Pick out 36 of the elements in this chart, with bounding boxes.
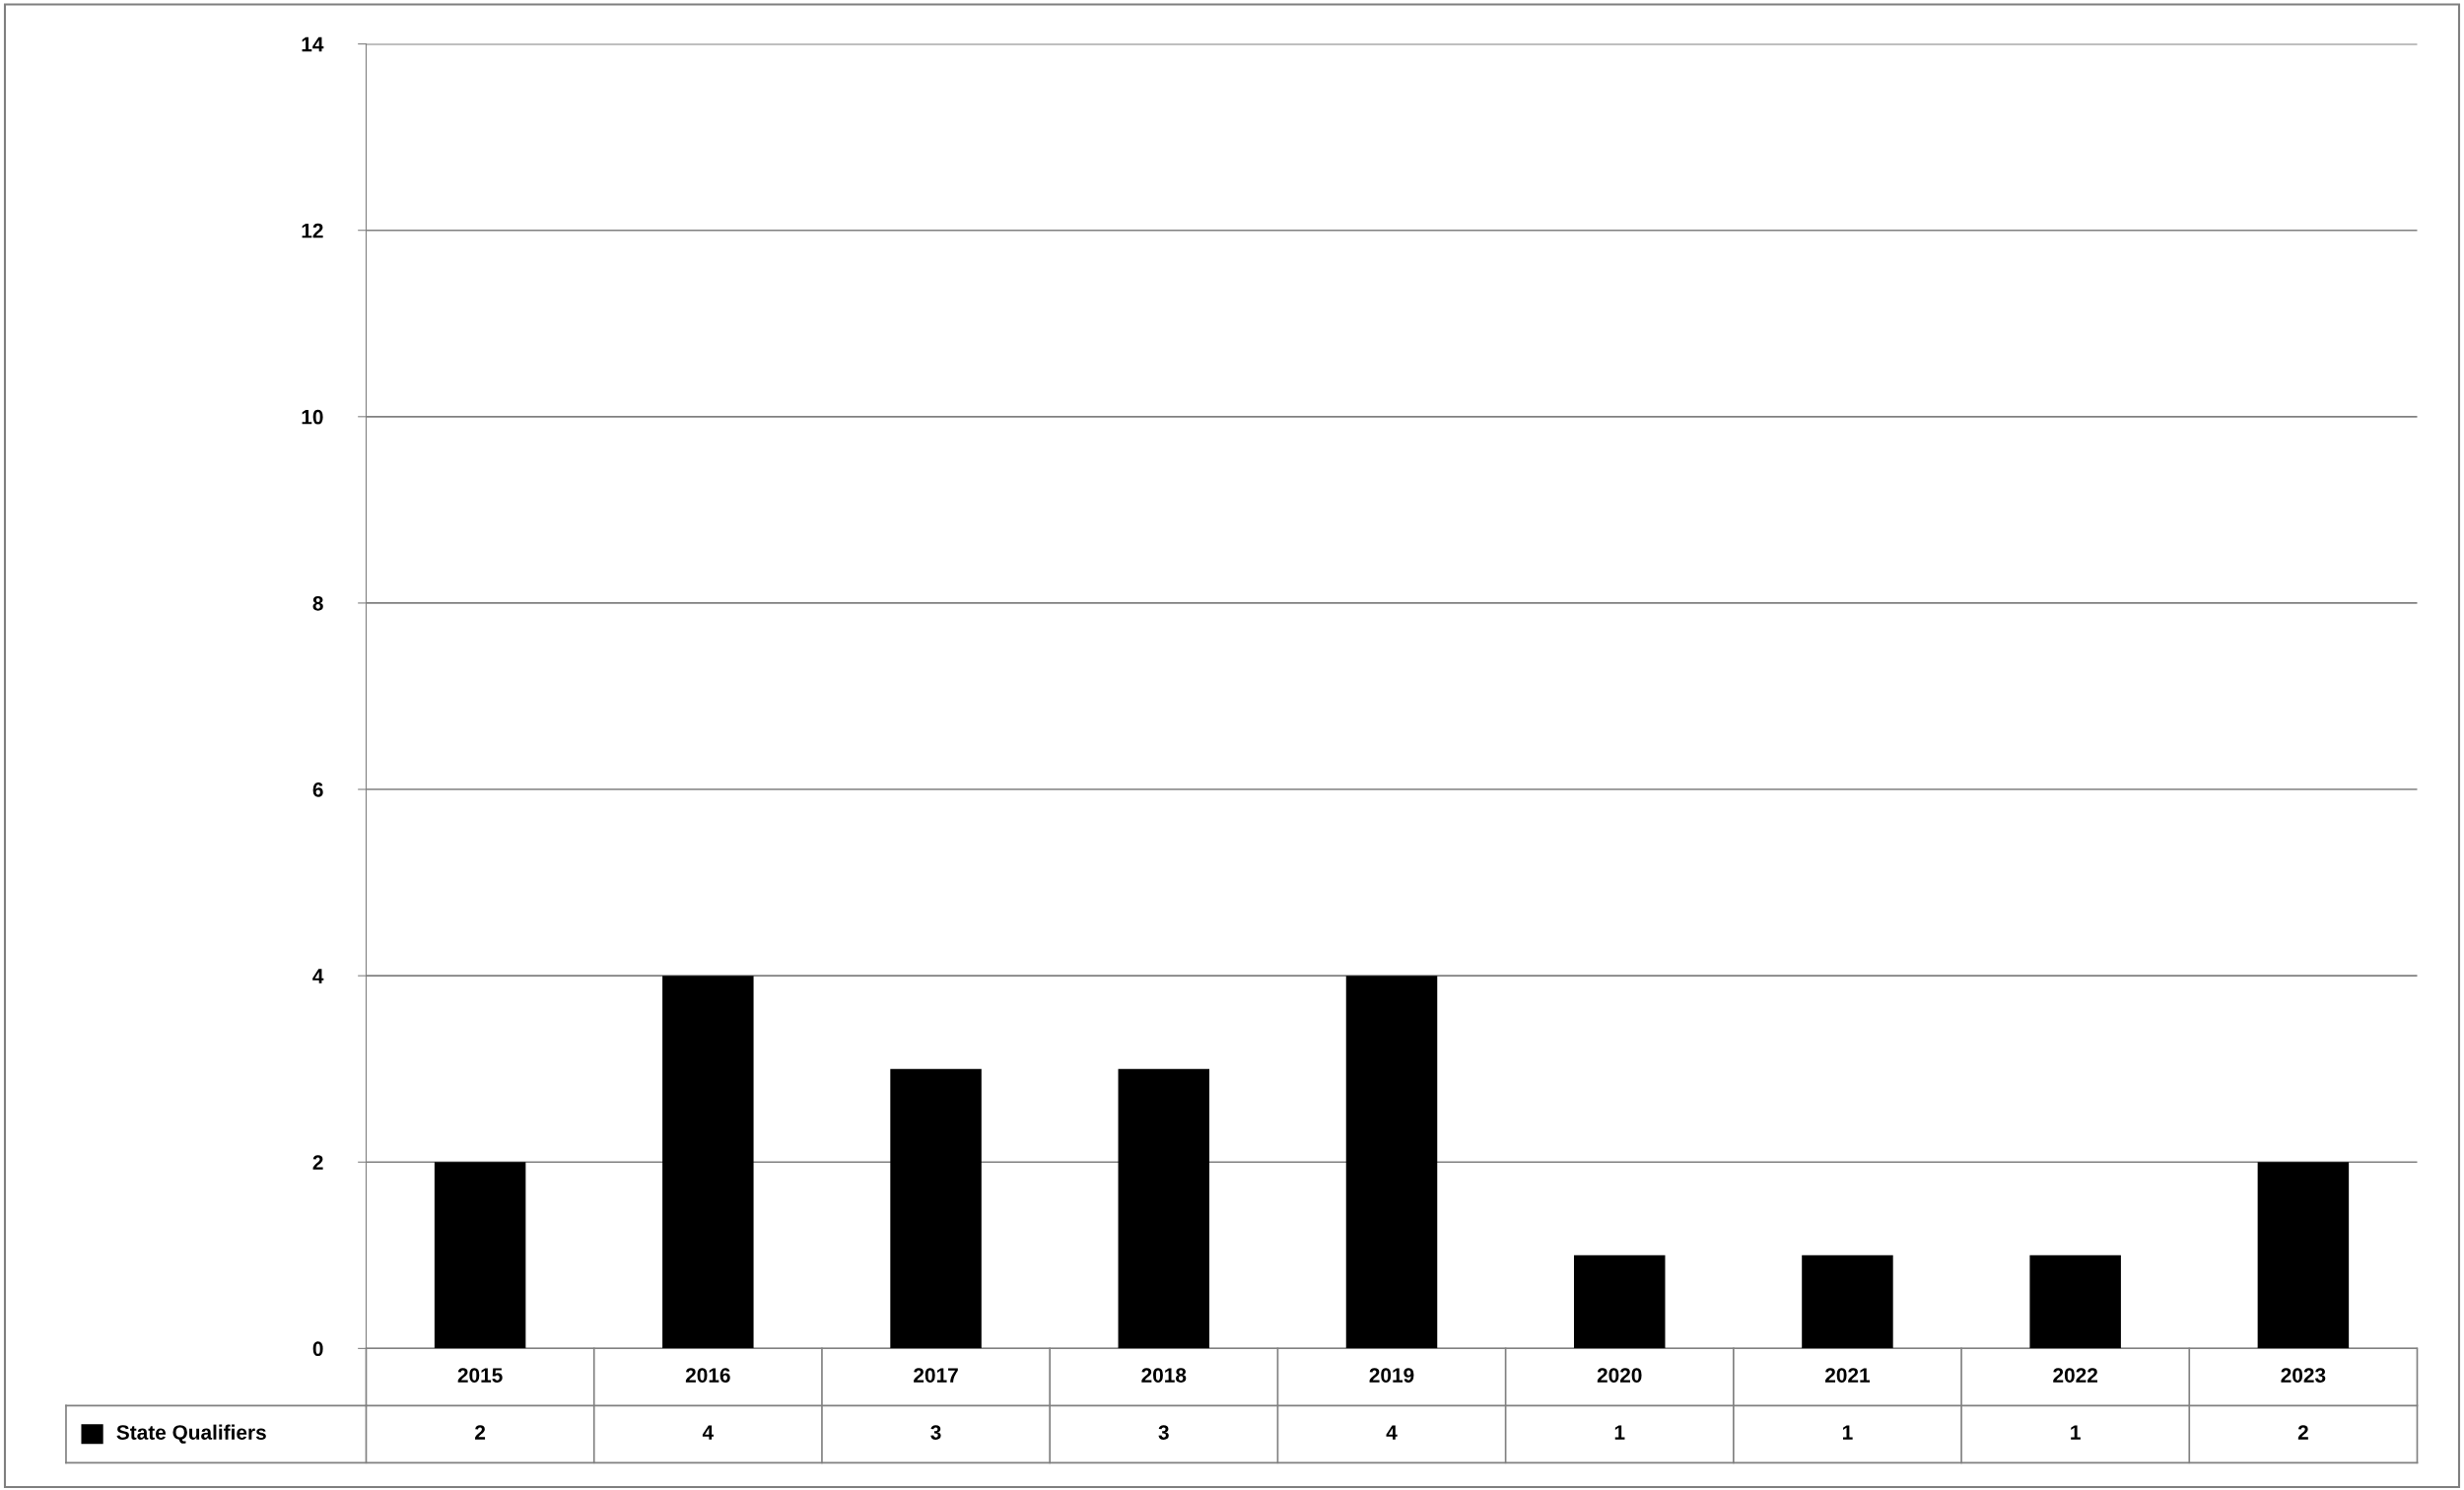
bar bbox=[662, 976, 754, 1349]
data-label: 2 bbox=[2297, 1425, 2308, 1440]
y-tick-label: 4 bbox=[312, 969, 324, 983]
data-label: 4 bbox=[702, 1425, 715, 1440]
data-label: 1 bbox=[1842, 1425, 1853, 1440]
x-tick-label: 2022 bbox=[2053, 1368, 2098, 1383]
data-label: 1 bbox=[1614, 1425, 1625, 1440]
x-tick-label: 2016 bbox=[685, 1368, 730, 1383]
x-tick-label: 2015 bbox=[457, 1368, 503, 1383]
y-tick-label: 2 bbox=[312, 1155, 323, 1170]
x-tick-label: 2023 bbox=[2281, 1368, 2326, 1383]
x-tick-label: 2021 bbox=[1825, 1368, 1871, 1383]
x-tick-label: 2020 bbox=[1597, 1368, 1642, 1383]
y-tick-label: 10 bbox=[302, 409, 323, 425]
y-tick-label: 8 bbox=[312, 595, 323, 611]
data-label: 3 bbox=[930, 1425, 941, 1440]
y-tick-label: 12 bbox=[302, 223, 323, 238]
bar bbox=[1345, 976, 1438, 1349]
bar bbox=[1802, 1254, 1893, 1349]
x-tick-label: 2018 bbox=[1141, 1368, 1187, 1383]
x-tick-label: 2017 bbox=[914, 1368, 958, 1383]
legend-label: State Qualifiers bbox=[116, 1424, 266, 1444]
y-tick-label: 0 bbox=[312, 1341, 323, 1357]
bar bbox=[434, 1162, 526, 1349]
data-label: 1 bbox=[2071, 1425, 2081, 1440]
bar bbox=[890, 1068, 982, 1349]
data-label: 4 bbox=[1386, 1425, 1398, 1440]
data-label: 2 bbox=[475, 1425, 486, 1440]
y-tick-label: 14 bbox=[302, 36, 324, 52]
y-tick-label: 6 bbox=[312, 782, 323, 797]
bar bbox=[2257, 1162, 2350, 1349]
data-label: 3 bbox=[1158, 1425, 1169, 1440]
bar bbox=[1573, 1254, 1666, 1349]
bar bbox=[1118, 1068, 1210, 1349]
x-tick-label: 2019 bbox=[1369, 1368, 1414, 1383]
bar bbox=[2029, 1254, 2121, 1349]
